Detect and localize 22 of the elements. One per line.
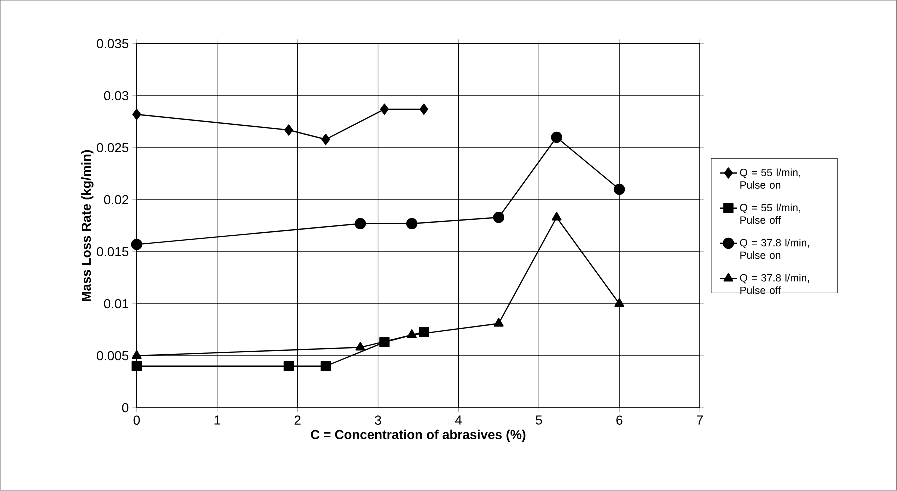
legend-label: Q = 55 l/min, Pulse on — [740, 168, 800, 189]
y-tick-label: 0.005 — [97, 351, 129, 361]
x-axis-title: C = Concentration of abrasives (%) — [311, 430, 526, 442]
x-tick-label: 4 — [455, 416, 462, 425]
x-tick-label: 6 — [616, 416, 623, 426]
x-tick-label: 5 — [536, 416, 542, 425]
y-axis-title: Mass Loss Rate (kg/min) — [82, 150, 94, 302]
x-tick-label: 1 — [214, 416, 220, 425]
legend-label: Q = 55 l/min, Pulse off — [740, 204, 800, 224]
legend-label: Q = 37.8 l/min, Pulse off — [740, 274, 810, 294]
x-tick-label: 0 — [134, 416, 140, 426]
legend-label: Q = 37.8 l/min, Pulse on — [740, 239, 810, 260]
y-tick-label: 0.03 — [104, 91, 129, 101]
y-tick-label: 0.035 — [97, 39, 129, 49]
y-tick-label: 0.02 — [104, 195, 128, 205]
x-tick-label: 2 — [294, 416, 301, 425]
y-tick-label: 0.015 — [97, 247, 129, 257]
y-tick-label: 0.01 — [104, 299, 129, 309]
y-tick-label: 0 — [122, 403, 129, 413]
y-tick-label: 0.025 — [97, 143, 129, 153]
x-tick-label: 7 — [697, 416, 704, 425]
x-tick-label: 3 — [375, 416, 382, 426]
